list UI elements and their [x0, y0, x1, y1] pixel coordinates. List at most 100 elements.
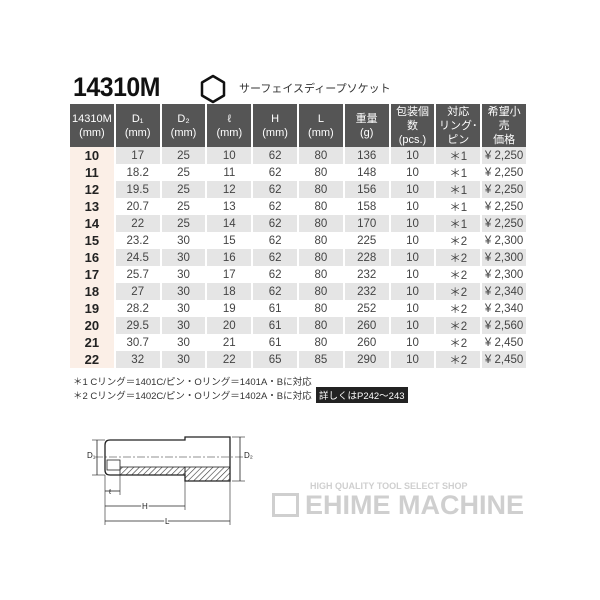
table-cell: 10	[406, 268, 419, 281]
table-cell: 228	[344, 249, 389, 266]
size-cell: 16	[70, 249, 114, 266]
column-header: 包装個数 (pcs.)	[390, 104, 435, 147]
table-cell: ＊2	[436, 283, 481, 300]
table-cell: 10	[406, 166, 419, 179]
table-cell: 65	[253, 351, 297, 368]
table-cell: ＊1	[436, 181, 481, 198]
table-row: 21 30.7 30 21 61 80 260 10 ＊2 ¥ 2,450	[70, 334, 526, 351]
page-reference-badge: 詳しくはP242～243	[316, 387, 408, 403]
table-cell: 20	[207, 317, 252, 334]
column-header-line: ℓ	[227, 112, 232, 125]
column-header: H (mm)	[253, 104, 297, 147]
table-cell: ¥ 2,450	[482, 351, 526, 368]
table-cell: 290	[344, 351, 389, 368]
size-cell: 12	[70, 181, 114, 198]
table-cell: 10	[406, 234, 419, 247]
table-cell: 80	[314, 336, 328, 349]
table-cell: 16	[207, 249, 252, 266]
column-header-line: (mm)	[79, 126, 105, 139]
table-cell: 18	[207, 283, 252, 300]
table-cell: 232	[344, 283, 389, 300]
hexagon-socket-icon	[200, 74, 226, 104]
table-cell: 25	[161, 147, 206, 164]
table-row: 14 22 25 14 62 80 170 10 ＊1 ¥ 2,250	[70, 215, 526, 232]
table-cell: ＊1	[449, 167, 468, 180]
column-header: ℓ (mm)	[207, 104, 252, 147]
column-header: D₂ (mm)	[161, 104, 206, 147]
table-cell: 85	[298, 351, 343, 368]
table-cell: 170	[344, 215, 389, 232]
table-cell: 80	[314, 166, 328, 179]
size-cell: 20	[70, 317, 114, 334]
table-cell: 80	[314, 302, 328, 315]
table-cell: 80	[298, 249, 343, 266]
table-cell: 25	[161, 215, 206, 232]
table-cell: 10	[406, 336, 419, 349]
table-cell: ¥ 2,450	[484, 336, 524, 349]
table-cell: 61	[268, 302, 282, 315]
column-header: 重量 (g)	[344, 104, 389, 147]
table-cell: 260	[344, 317, 389, 334]
table-cell: 15	[222, 234, 236, 247]
table-row: 19 28.2 30 19 61 80 252 10 ＊2 ¥ 2,340	[70, 300, 526, 317]
table-cell: 62	[253, 283, 297, 300]
table-cell: 136	[344, 147, 389, 164]
table-cell: ¥ 2,250	[484, 166, 524, 179]
table-cell: ¥ 2,250	[482, 181, 526, 198]
size-cell: 17	[70, 266, 114, 283]
column-header-line: (mm)	[262, 126, 288, 139]
table-cell: 62	[268, 166, 282, 179]
size-cell: 21	[70, 334, 114, 351]
table-cell: 11	[223, 166, 236, 179]
column-header: 対応 リング･ピン	[436, 104, 481, 147]
column-header-line: D₂	[177, 112, 190, 125]
table-cell: 80	[298, 215, 343, 232]
table-cell: 62	[268, 200, 282, 213]
table-cell: ¥ 2,300	[484, 234, 524, 247]
spec-table: 14310M (mm) D₁ (mm) D₂ (mm) ℓ (mm) H (mm) L (mm) 重量(…	[68, 104, 528, 368]
table-cell: 252	[357, 302, 377, 315]
table-row: 12 19.5 25 12 62 80 156 10 ＊1 ¥ 2,250	[70, 181, 526, 198]
shop-logo: EHIME MACHINE	[272, 490, 524, 521]
size-cell: 19	[70, 300, 114, 317]
table-cell: 10	[207, 147, 252, 164]
column-header-line: 包装個数	[395, 105, 429, 132]
table-cell: 27	[115, 283, 160, 300]
table-cell: 10	[390, 249, 435, 266]
column-header: 希望小売 価格	[482, 104, 526, 147]
table-cell: 62	[268, 268, 282, 281]
logo-mark-icon	[272, 493, 299, 517]
table-cell: 62	[253, 147, 297, 164]
column-header-line: H	[271, 112, 280, 125]
table-row: 13 20.7 25 13 62 80 158 10 ＊1 ¥ 2,250	[70, 198, 526, 215]
table-cell: 32	[115, 351, 160, 368]
size-cell: 11	[70, 164, 114, 181]
table-row: 10 17 25 10 62 80 136 10 ＊1 ¥ 2,250	[70, 147, 526, 164]
table-cell: ¥ 2,340	[484, 302, 524, 315]
table-cell: 10	[406, 200, 419, 213]
table-cell: ＊1	[449, 201, 468, 214]
column-header-line: (mm)	[308, 126, 334, 139]
column-header-line: 希望小売	[487, 105, 521, 132]
l-small-label: ℓ	[108, 489, 112, 496]
table-cell: 30	[177, 336, 190, 349]
table-cell: 22	[115, 215, 160, 232]
table-cell: ＊2	[449, 269, 468, 282]
table-cell: 18.2	[126, 166, 149, 179]
table-row: 11 18.2 25 11 62 80 148 10 ＊1 ¥ 2,250	[70, 164, 526, 181]
table-cell: 62	[268, 234, 282, 247]
table-cell: 10	[390, 283, 435, 300]
column-header-line: D₁	[131, 112, 144, 125]
table-cell: 61	[253, 317, 297, 334]
table-cell: 19	[222, 302, 236, 315]
table-cell: 225	[357, 234, 377, 247]
table-cell: ＊1	[436, 147, 481, 164]
table-cell: ＊2	[449, 235, 468, 248]
size-cell: 22	[70, 351, 114, 368]
column-header: L (mm)	[298, 104, 343, 147]
table-cell: 29.5	[115, 317, 160, 334]
table-cell: 80	[298, 181, 343, 198]
table-cell: 30	[177, 234, 190, 247]
table-cell: 80	[314, 234, 328, 247]
table-cell: 13	[222, 200, 236, 213]
